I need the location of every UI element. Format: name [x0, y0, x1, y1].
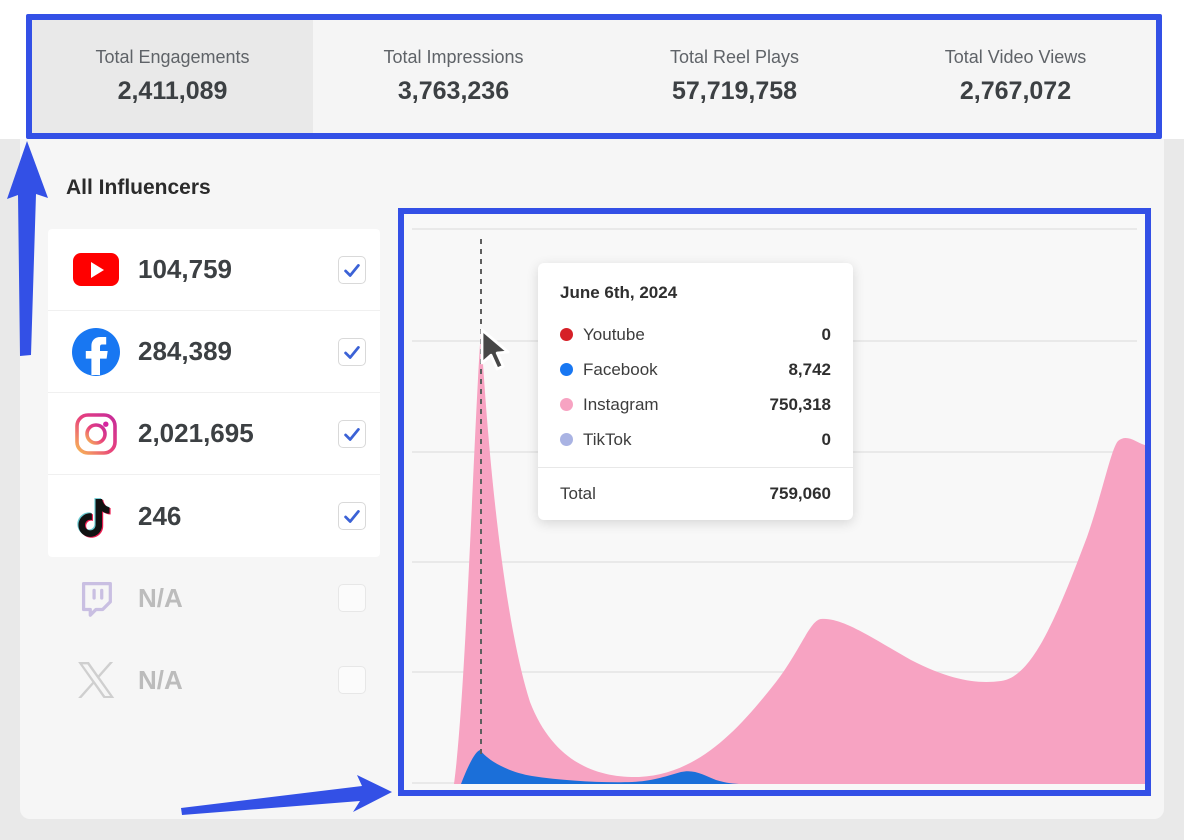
instagram-series-dot	[560, 398, 573, 411]
metric-card-total-engagements[interactable]: Total Engagements 2,411,089	[32, 20, 313, 133]
tooltip-row-tiktok: TikTok 0	[560, 422, 831, 457]
series-value: 0	[821, 324, 831, 344]
metric-value: 3,763,236	[397, 77, 510, 105]
tiktok-checkbox[interactable]	[338, 502, 366, 530]
metric-label: Total Reel Plays	[669, 47, 800, 67]
series-name: Youtube	[583, 324, 645, 344]
series-value: 750,318	[769, 394, 831, 414]
metric-label: Total Video Views	[944, 47, 1087, 67]
series-name: TikTok	[583, 429, 632, 449]
tooltip-row-youtube: Youtube 0	[560, 317, 831, 352]
metric-value: 2,767,072	[959, 77, 1072, 105]
platform-row-x: N/A	[48, 639, 380, 721]
metric-label: Total Impressions	[383, 47, 524, 67]
total-value: 759,060	[769, 484, 831, 503]
platform-row-youtube: 104,759	[48, 229, 380, 311]
youtube-checkbox[interactable]	[338, 255, 366, 284]
x-icon	[72, 656, 120, 704]
facebook-icon	[72, 327, 120, 376]
platform-row-instagram: 2,021,695	[48, 393, 380, 475]
youtube-icon	[72, 246, 120, 294]
chart-tooltip: June 6th, 2024 Youtube 0 Facebook 8,742 …	[538, 263, 853, 520]
facebook-checkbox[interactable]	[338, 337, 366, 366]
series-name: Instagram	[583, 394, 659, 414]
series-value: 0	[821, 429, 831, 449]
series-value: 8,742	[788, 359, 831, 379]
platform-row-twitch: N/A	[48, 557, 380, 639]
instagram-icon	[72, 410, 120, 458]
platform-count: N/A	[138, 582, 183, 613]
platform-count: 284,389	[138, 336, 232, 366]
tiktok-series-dot	[560, 433, 573, 446]
tooltip-date: June 6th, 2024	[560, 283, 678, 302]
facebook-series-dot	[560, 363, 573, 376]
series-name: Facebook	[583, 359, 658, 379]
instagram-area-series	[454, 330, 1145, 784]
metric-card-total-video-views[interactable]: Total Video Views 2,767,072	[875, 20, 1156, 133]
platform-row-tiktok: 246	[48, 475, 380, 557]
tooltip-row-instagram: Instagram 750,318	[560, 387, 831, 422]
metric-card-total-reel-plays[interactable]: Total Reel Plays 57,719,758	[594, 20, 875, 133]
platform-count: 2,021,695	[138, 418, 254, 448]
tooltip-row-facebook: Facebook 8,742	[560, 352, 831, 387]
platform-count: N/A	[138, 664, 183, 695]
metric-label: Total Engagements	[95, 47, 250, 67]
platform-count: 104,759	[138, 254, 232, 284]
twitch-icon	[72, 574, 120, 622]
metric-card-total-impressions[interactable]: Total Impressions 3,763,236	[313, 20, 594, 133]
x-checkbox[interactable]	[338, 666, 366, 694]
youtube-series-dot	[560, 328, 573, 341]
page-title: All Influencers	[66, 176, 211, 199]
facebook-area-series	[461, 750, 742, 784]
tiktok-icon	[72, 492, 120, 540]
platform-row-facebook: 284,389	[48, 311, 380, 393]
platform-count: 246	[138, 500, 182, 531]
engagements-area-chart[interactable]	[404, 214, 1145, 790]
platform-list: 104,759 284,389	[48, 229, 380, 721]
tooltip-total-row: Total 759,060	[538, 467, 853, 520]
metric-value: 2,411,089	[117, 77, 228, 105]
metric-value: 57,719,758	[671, 77, 798, 105]
metrics-summary-bar: Total Engagements 2,411,089 Total Impres…	[26, 14, 1162, 139]
instagram-checkbox[interactable]	[338, 419, 366, 448]
total-label: Total	[560, 484, 596, 503]
twitch-checkbox[interactable]	[338, 584, 366, 612]
page-bottom-band	[0, 819, 1184, 840]
